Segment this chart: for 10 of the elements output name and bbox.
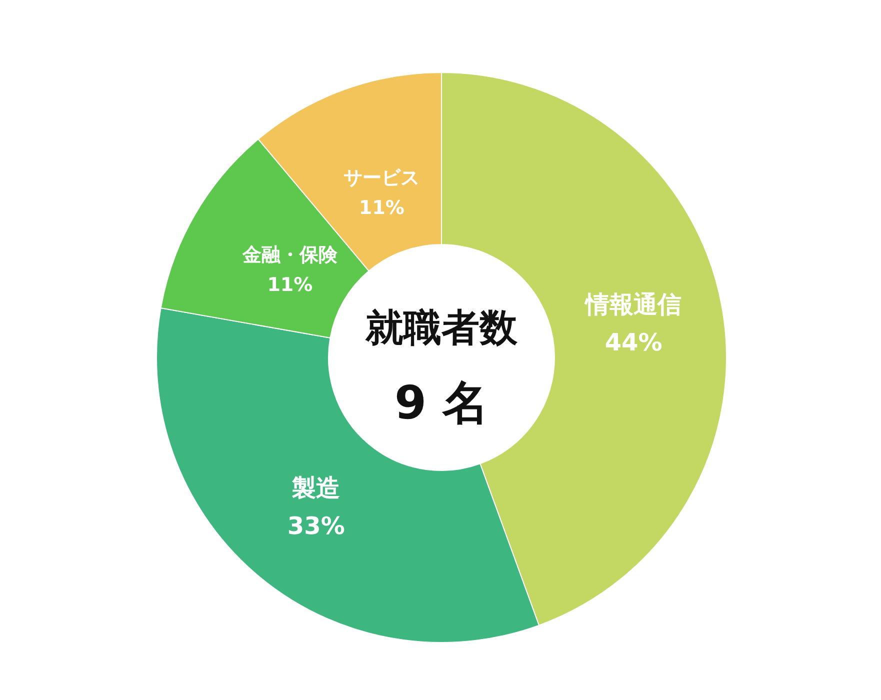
slice-label: 製造 — [291, 474, 340, 502]
slice-label: 金融・保険 — [241, 244, 338, 266]
data-label: 11% — [358, 197, 404, 220]
text: 9 名 — [394, 376, 489, 430]
slice-label: サービス — [344, 167, 420, 190]
data-label: 33% — [287, 512, 345, 540]
data-label: 11% — [267, 274, 313, 296]
text: 就職者数 — [364, 306, 518, 350]
data-label: 44% — [604, 328, 662, 357]
slice-label: 情報通信 — [584, 290, 682, 319]
